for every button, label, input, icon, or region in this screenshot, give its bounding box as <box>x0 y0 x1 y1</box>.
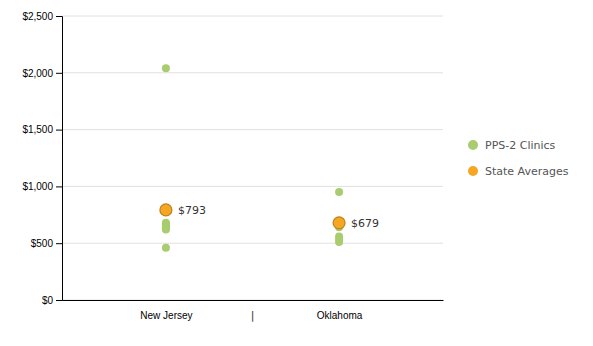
series <box>162 64 343 251</box>
clinic-point <box>162 226 170 234</box>
y-tick-label: $2,500 <box>22 11 53 22</box>
legend-swatch <box>468 166 478 176</box>
series <box>160 204 345 229</box>
y-tick-label: $1,500 <box>22 124 53 135</box>
x-tick-label: New Jersey <box>140 310 192 321</box>
legend-label: PPS-2 Clinics <box>485 139 556 152</box>
average-point <box>333 217 345 229</box>
y-tick: $0 <box>42 295 62 306</box>
separator: | <box>251 310 255 322</box>
grid <box>62 16 443 300</box>
grid-line <box>62 243 443 244</box>
legend-label: State Averages <box>485 165 569 178</box>
x-axis: New Jersey Oklahoma <box>63 300 444 321</box>
x-tick-label: Oklahoma <box>317 310 363 321</box>
y-tick: $1,000 <box>22 181 62 192</box>
grid-line <box>62 186 443 187</box>
x-axis-line <box>63 300 444 301</box>
data-label: $679 <box>351 217 379 230</box>
average-point <box>160 204 172 216</box>
clinic-point <box>335 238 343 246</box>
marks <box>160 64 345 251</box>
y-tick-mark <box>56 130 62 131</box>
clinic-point <box>335 188 343 196</box>
legend: PPS-2 Clinics State Averages <box>468 139 569 178</box>
legend-item: PPS-2 Clinics <box>468 139 556 152</box>
grid-line <box>62 16 443 17</box>
y-tick-mark <box>56 73 62 74</box>
y-tick-mark <box>56 243 62 244</box>
y-tick-label: $1,000 <box>22 181 53 192</box>
grid-line <box>62 300 443 301</box>
y-tick-label: $500 <box>31 238 54 249</box>
x-tick: Oklahoma <box>317 300 363 321</box>
grid-line <box>62 129 443 130</box>
legend-swatch <box>468 140 478 150</box>
data-label: $793 <box>178 204 206 217</box>
plot: $0 $500 $1,000 $1,500 $2,000 $2,500 New Jersey… <box>22 11 443 322</box>
y-tick-label: $2,000 <box>22 68 53 79</box>
legend-item: State Averages <box>468 165 569 178</box>
y-tick: $2,500 <box>22 11 62 22</box>
y-tick: $1,500 <box>22 124 62 135</box>
y-tick-mark <box>56 186 62 187</box>
clinic-point <box>162 64 170 72</box>
data-labels: $793 $679 <box>178 204 379 230</box>
y-tick-mark <box>56 300 62 301</box>
chart: $0 $500 $1,000 $1,500 $2,000 $2,500 New Jersey… <box>0 0 593 346</box>
clinic-point <box>162 244 170 252</box>
y-tick-label: $0 <box>42 295 54 306</box>
y-tick: $2,000 <box>22 68 62 79</box>
grid-line <box>62 72 443 73</box>
y-axis-line <box>56 17 63 301</box>
y-axis: $0 $500 $1,000 $1,500 $2,000 $2,500 <box>22 11 62 306</box>
x-tick: New Jersey <box>140 300 192 321</box>
y-tick: $500 <box>31 238 62 249</box>
y-tick-mark <box>56 16 62 17</box>
